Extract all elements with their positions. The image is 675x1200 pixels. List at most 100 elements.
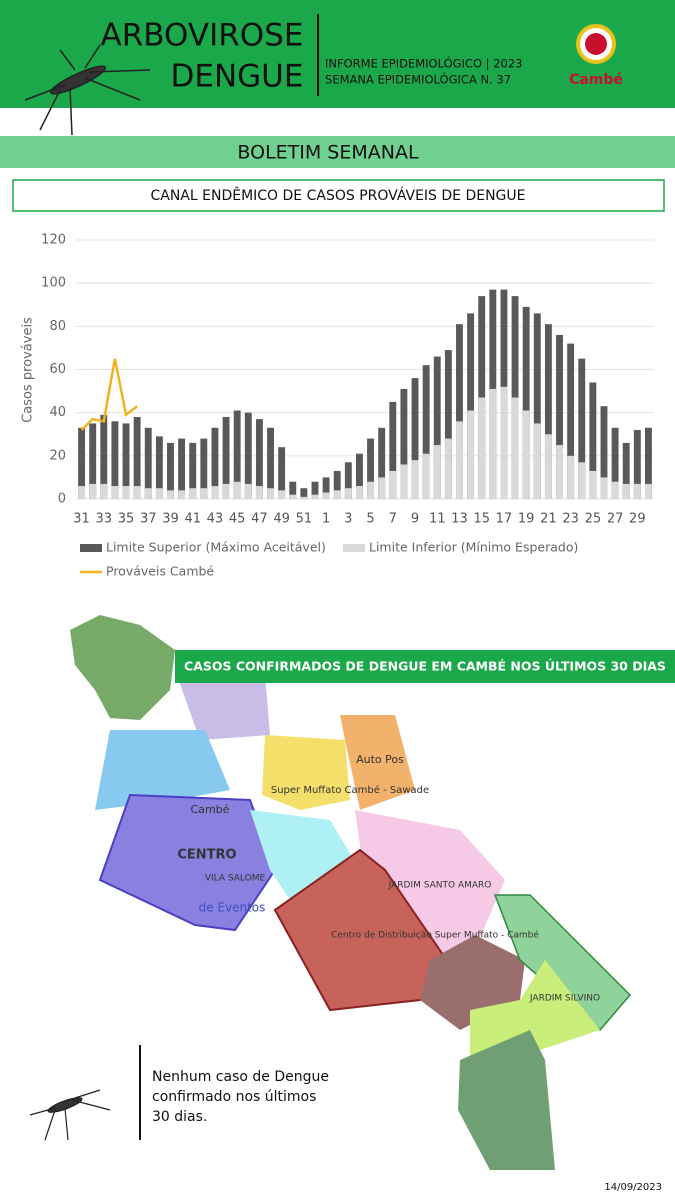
map-label: JARDIM SILVINO [529, 994, 600, 1004]
bar [322, 477, 330, 499]
bar [111, 486, 119, 499]
note-text: Nenhum caso de Dengue [152, 1069, 329, 1085]
x-tick-label: 1 [322, 512, 330, 527]
legend-swatch [80, 544, 102, 552]
y-axis-label: Casos prováveis [21, 317, 36, 423]
mosquito-icon [29, 1089, 111, 1141]
x-tick-label: 29 [629, 512, 646, 527]
x-tick-label: 17 [496, 512, 513, 527]
bar [233, 481, 241, 499]
bar [511, 397, 519, 499]
bar [122, 486, 130, 499]
x-tick-label: 35 [118, 512, 135, 527]
bar [433, 356, 441, 499]
bar [389, 470, 397, 499]
x-tick-label: 47 [251, 512, 268, 527]
header-title: ARBOVIROSE [101, 18, 304, 54]
bar [556, 445, 563, 499]
map-region [470, 960, 600, 1065]
bar [533, 423, 541, 499]
x-tick-label: 21 [540, 512, 557, 527]
bar [311, 481, 319, 499]
bar [155, 488, 163, 499]
map-region [98, 793, 277, 932]
bar [100, 483, 108, 499]
bar [200, 488, 208, 499]
x-tick-label: 51 [296, 512, 313, 527]
bar [111, 421, 119, 499]
header-info: INFORME EPIDEMIOLÓGICO | 2023 [325, 56, 522, 71]
bar [189, 488, 197, 499]
x-tick-label: 23 [562, 512, 579, 527]
bar [411, 460, 419, 499]
header-title: DENGUE [171, 59, 304, 95]
map-label: VILA SALOME [205, 874, 266, 884]
bar [211, 486, 219, 499]
x-tick-label: 7 [389, 512, 397, 527]
bar [178, 490, 186, 499]
bar [389, 401, 397, 499]
bar [522, 306, 530, 499]
logo-icon [585, 33, 607, 55]
bar [600, 477, 608, 499]
bar [89, 423, 97, 499]
y-tick-label: 40 [49, 405, 66, 420]
x-tick-label: 25 [585, 512, 602, 527]
x-tick-label: 9 [411, 512, 419, 527]
bar [544, 324, 552, 499]
bar [411, 378, 419, 499]
map-region [355, 810, 505, 960]
bar [467, 410, 475, 499]
map [70, 615, 632, 1170]
map-region [262, 735, 350, 810]
y-tick-label: 0 [58, 492, 66, 507]
bar [489, 388, 497, 499]
bar [278, 447, 286, 499]
note-text: 30 dias. [152, 1109, 207, 1125]
bar [633, 483, 641, 499]
y-tick-label: 100 [41, 276, 66, 291]
bar [78, 427, 86, 499]
y-tick-label: 20 [49, 448, 66, 463]
bar [378, 427, 386, 499]
bar [344, 488, 352, 499]
bar [644, 427, 652, 499]
legend-label: Prováveis Cambé [106, 564, 214, 579]
y-tick-label: 120 [41, 233, 66, 248]
bar [289, 481, 297, 499]
bar [611, 427, 619, 499]
bar [567, 455, 575, 499]
bar [300, 496, 308, 499]
bar [244, 412, 252, 499]
bar [589, 470, 597, 499]
bar [211, 427, 219, 499]
bar [478, 397, 486, 499]
bar [333, 490, 341, 499]
legend-label: Limite Superior (Máximo Aceitável) [106, 540, 326, 555]
bar [300, 488, 308, 499]
map-title: CASOS CONFIRMADOS DE DENGUE EM CAMBÉ NOS… [184, 659, 666, 674]
bar [500, 386, 508, 499]
map-label: CENTRO [177, 848, 236, 863]
map-region [95, 730, 230, 810]
x-tick-label: 15 [473, 512, 490, 527]
banner-text: BOLETIM SEMANAL [237, 142, 419, 164]
bar [589, 382, 597, 499]
bar [355, 453, 363, 499]
bar [289, 494, 297, 499]
map-region [340, 715, 415, 810]
header-info: SEMANA EPIDEMIOLÓGICA N. 37 [325, 72, 511, 87]
x-tick-label: 45 [229, 512, 246, 527]
legend-label: Limite Inferior (Mínimo Esperado) [369, 540, 578, 555]
bar [311, 494, 319, 499]
bar [133, 416, 141, 499]
map-label: Cambé [191, 803, 230, 816]
x-tick-label: 33 [96, 512, 113, 527]
bar [578, 462, 586, 499]
bar [267, 427, 274, 499]
bar [644, 483, 652, 499]
bar [189, 442, 197, 499]
brazil-map [70, 615, 175, 720]
x-tick-label: 39 [162, 512, 179, 527]
